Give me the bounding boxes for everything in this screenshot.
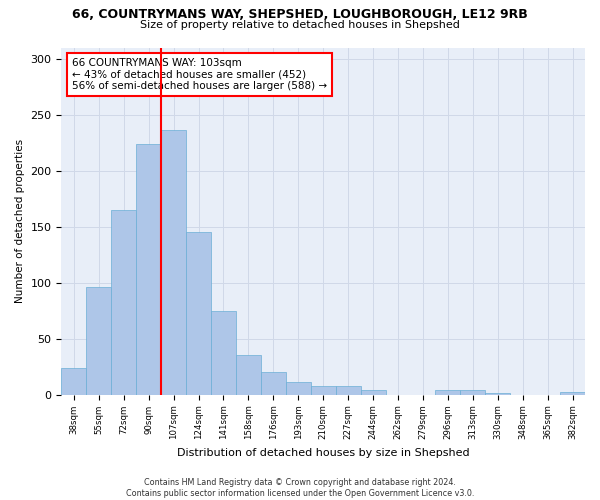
Text: 66, COUNTRYMANS WAY, SHEPSHED, LOUGHBOROUGH, LE12 9RB: 66, COUNTRYMANS WAY, SHEPSHED, LOUGHBORO… (72, 8, 528, 20)
Bar (161, 130, 186, 394)
Bar (186, 232, 211, 394)
Bar (311, 386, 335, 394)
Text: Size of property relative to detached houses in Shepshed: Size of property relative to detached ho… (140, 20, 460, 30)
Bar (286, 382, 311, 394)
Text: Contains HM Land Registry data © Crown copyright and database right 2024.
Contai: Contains HM Land Registry data © Crown c… (126, 478, 474, 498)
Bar (136, 144, 161, 395)
X-axis label: Distribution of detached houses by size in Shepshed: Distribution of detached houses by size … (177, 448, 470, 458)
Bar (236, 356, 261, 395)
Bar (361, 390, 386, 394)
Bar (261, 372, 286, 394)
Bar (335, 386, 361, 394)
Bar (111, 210, 136, 394)
Bar (436, 390, 460, 394)
Bar (460, 390, 485, 394)
Bar (86, 287, 111, 395)
Bar (61, 368, 86, 394)
Y-axis label: Number of detached properties: Number of detached properties (15, 139, 25, 303)
Bar (211, 310, 236, 394)
Bar (560, 392, 585, 394)
Text: 66 COUNTRYMANS WAY: 103sqm
← 43% of detached houses are smaller (452)
56% of sem: 66 COUNTRYMANS WAY: 103sqm ← 43% of deta… (72, 58, 327, 91)
